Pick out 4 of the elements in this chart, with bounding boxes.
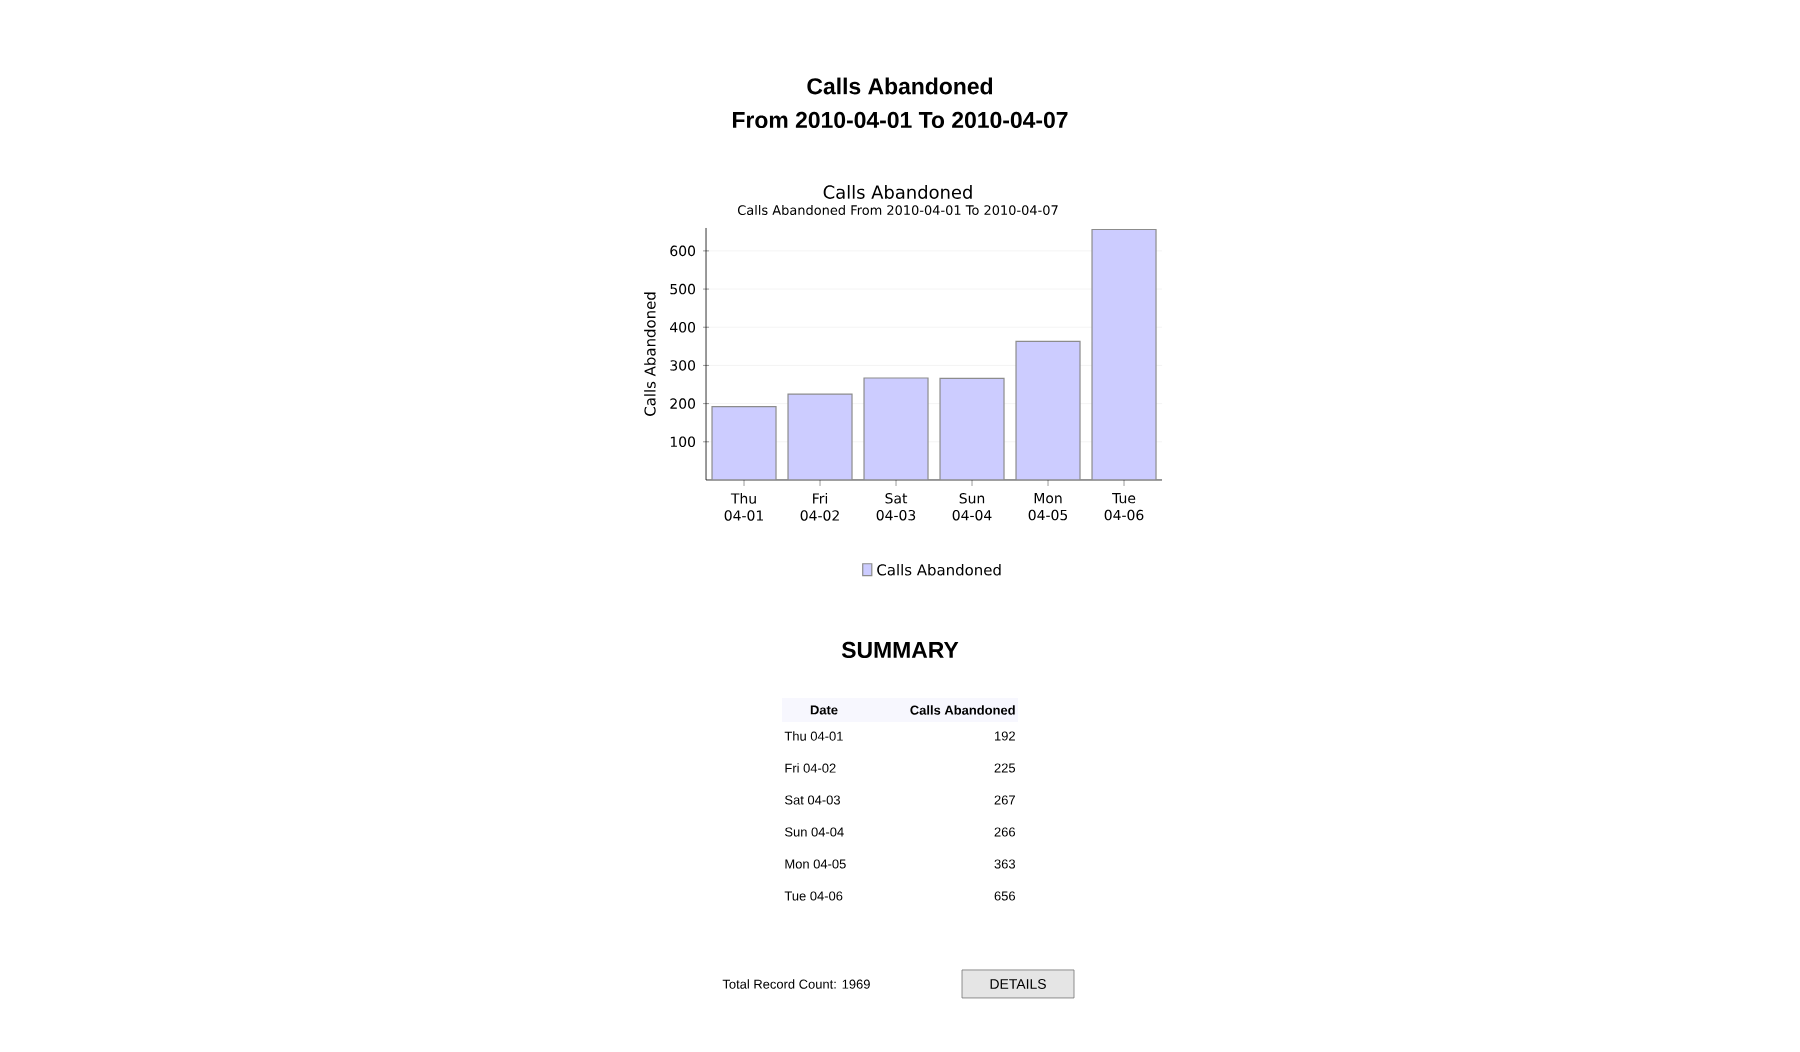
text: From 2010-04-01 To 2010-04-07 bbox=[732, 111, 1068, 129]
text: Calls Abandoned bbox=[807, 77, 993, 95]
chart-title: Calls Abandoned bbox=[823, 185, 972, 199]
text: SUMMARY bbox=[841, 641, 959, 659]
